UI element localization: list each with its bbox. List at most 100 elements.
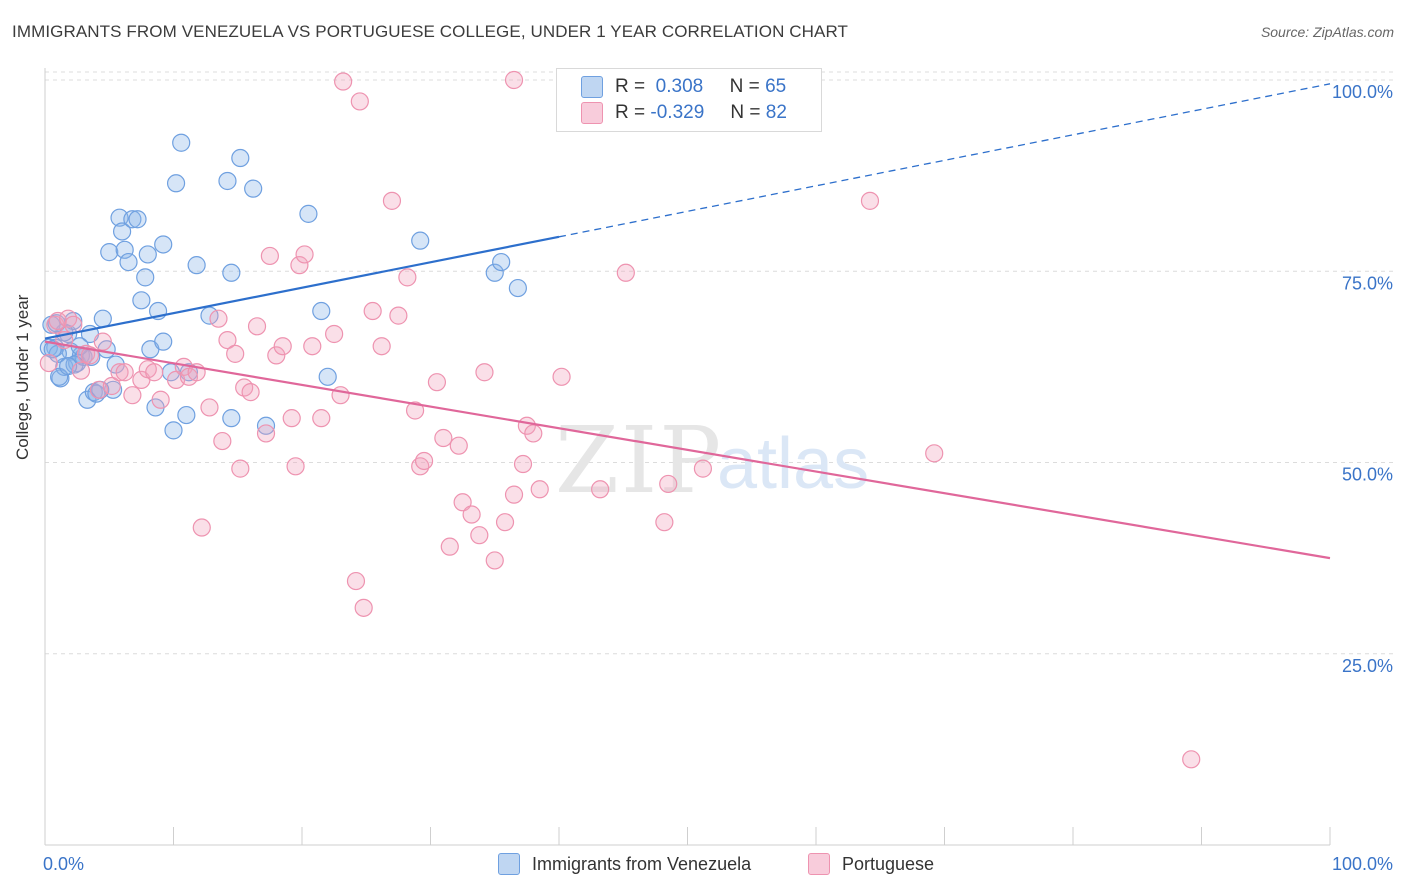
legend-r-label: R = (615, 76, 646, 97)
data-point (389, 306, 408, 325)
data-point (267, 346, 286, 365)
data-point (123, 210, 142, 229)
data-point (299, 204, 318, 223)
x-tick-label-max: 100.0% (1332, 854, 1393, 874)
data-point (434, 428, 453, 448)
data-point (222, 263, 241, 282)
data-point (591, 480, 610, 499)
legend-label-venezuela: Immigrants from Venezuela (532, 853, 752, 874)
data-point (453, 493, 472, 512)
data-point (303, 337, 322, 356)
watermark: ZIP atlas (555, 407, 869, 514)
data-point (354, 598, 373, 617)
legend-r-value: 0.308 (655, 76, 704, 97)
data-point (346, 571, 366, 591)
data-point (39, 353, 58, 373)
legend-label-portuguese: Portuguese (842, 853, 935, 874)
data-point (213, 431, 232, 451)
data-point (256, 416, 276, 435)
data-point (247, 317, 267, 336)
data-point (235, 378, 254, 397)
data-point (112, 222, 132, 241)
data-point (411, 231, 430, 250)
data-point (132, 291, 151, 310)
legend-swatch-venezuela (498, 853, 520, 875)
legend-r-value: -0.329 (650, 102, 705, 123)
data-point (318, 367, 337, 386)
data-point (295, 245, 314, 264)
y-tick-label: 25.0% (1342, 656, 1393, 676)
legend-swatch-portuguese (808, 853, 830, 875)
series-portuguese-points (39, 70, 1201, 769)
data-point (312, 301, 331, 321)
data-point (93, 309, 112, 328)
data-point (290, 256, 309, 275)
data-point (192, 518, 211, 537)
legend-row-portuguese: R = -0.329 N = 82 (581, 101, 787, 125)
data-point (398, 268, 417, 287)
data-point (128, 210, 147, 229)
data-point (616, 263, 635, 282)
data-point (154, 332, 173, 351)
data-point (655, 513, 674, 532)
data-point (115, 363, 134, 382)
data-point (123, 386, 142, 405)
data-point (260, 246, 279, 266)
data-point (93, 332, 112, 351)
data-point (209, 309, 228, 328)
data-point (504, 70, 524, 90)
data-point (414, 451, 434, 471)
data-point (102, 376, 121, 396)
legend-item-venezuela[interactable]: Immigrants from Venezuela (498, 853, 751, 875)
data-point (350, 92, 369, 111)
data-point (508, 278, 527, 298)
chart-title: IMMIGRANTS FROM VENEZUELA VS PORTUGUESE … (12, 22, 849, 41)
legend-swatch-venezuela (581, 76, 603, 98)
watermark-zip: ZIP (555, 407, 723, 514)
data-point (166, 174, 186, 193)
data-point (256, 424, 276, 443)
data-point (470, 526, 489, 545)
data-point (100, 243, 119, 262)
data-point (475, 363, 494, 382)
trend-solid-lines (44, 235, 1331, 560)
data-point (495, 513, 515, 532)
legend-row-venezuela: R = 0.308 N = 65 (581, 75, 786, 99)
data-point (659, 474, 678, 494)
data-point (552, 367, 571, 386)
data-point (427, 373, 447, 392)
data-point (177, 405, 196, 425)
data-point (504, 485, 524, 504)
correlation-legend: R = 0.308 N = 65 R = -0.329 N = 82 (556, 68, 822, 132)
data-point (382, 191, 402, 210)
axes (44, 68, 1331, 846)
data-point (231, 459, 250, 478)
data-point (218, 171, 237, 191)
data-point (154, 235, 173, 254)
y-tick-label: 100.0% (1332, 82, 1393, 102)
data-point (405, 401, 425, 420)
data-point (145, 363, 164, 382)
data-point (693, 459, 713, 478)
legend-item-portuguese[interactable]: Portuguese (808, 853, 934, 875)
legend-n-label: N = (730, 102, 761, 123)
data-point (80, 346, 100, 365)
data-point (151, 390, 170, 409)
trend-line (44, 235, 560, 340)
data-point (164, 421, 183, 440)
data-point (449, 436, 468, 455)
tick-labels: 100.0% 75.0% 50.0% 25.0% 0.0% 100.0% (43, 82, 1393, 874)
y-axis-label: College, Under 1 year (13, 294, 32, 460)
data-point (172, 133, 191, 152)
trend-line (44, 340, 1331, 560)
data-point (860, 191, 880, 210)
data-point (241, 383, 260, 402)
source-note: Source: ZipAtlas.com (1260, 24, 1394, 40)
legend-n-value: 82 (765, 102, 787, 123)
data-point (222, 409, 241, 428)
data-point (138, 245, 157, 264)
data-point (492, 252, 511, 272)
data-point (530, 480, 549, 499)
data-point (282, 409, 301, 428)
data-point (334, 72, 353, 91)
